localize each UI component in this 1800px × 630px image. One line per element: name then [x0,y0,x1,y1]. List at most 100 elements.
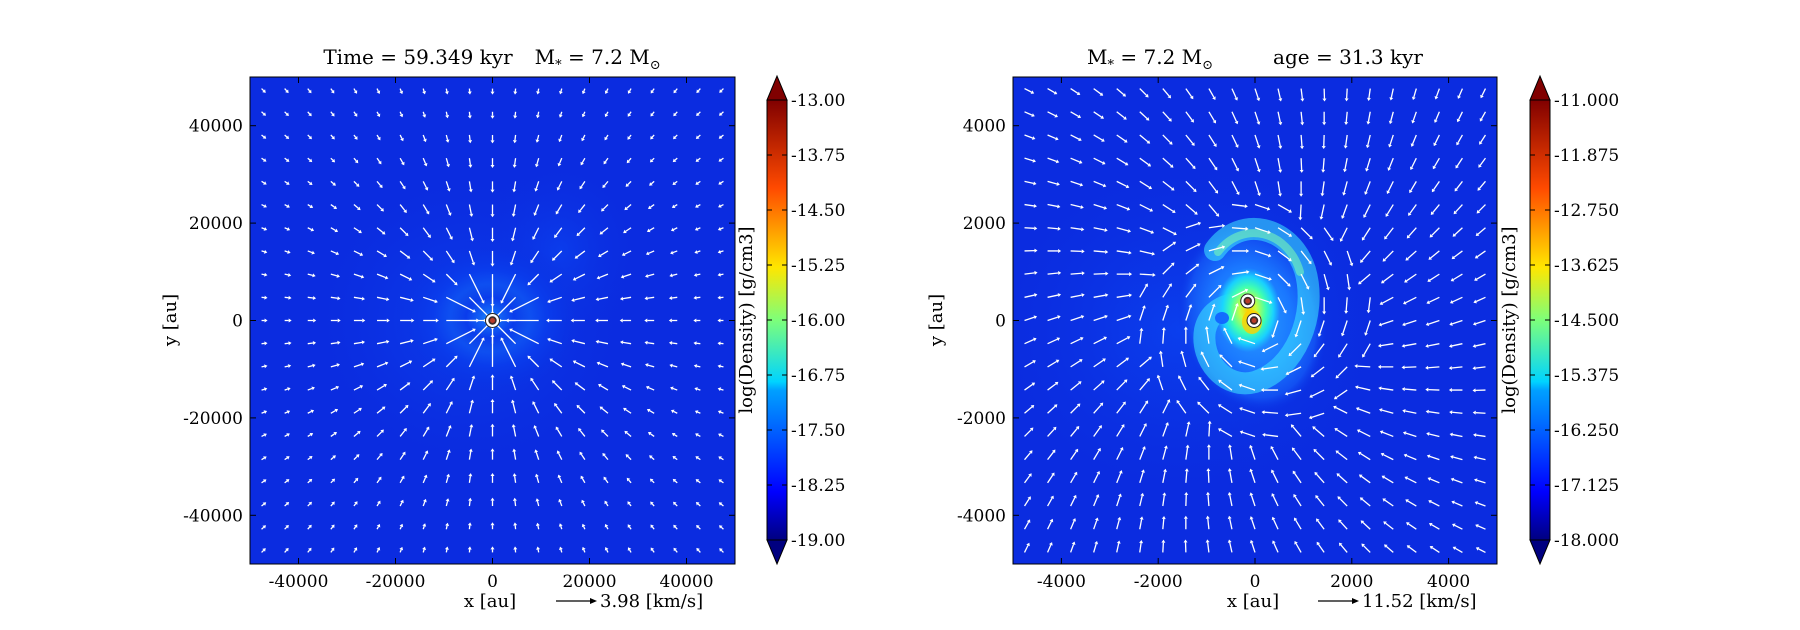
velocity-arrowhead [534,449,539,453]
velocity-arrowhead [1102,358,1106,362]
velocity-arrowhead [1293,517,1298,522]
velocity-arrowhead [1186,421,1191,425]
velocity-arrowhead [1170,187,1175,191]
velocity-arrowhead [1473,455,1477,460]
y-tick-label: 0 [232,312,243,332]
velocity-arrowhead [1148,185,1153,190]
velocity-arrow [376,273,386,279]
velocity-arrowhead [1405,257,1410,261]
velocity-arrowhead [1308,415,1313,420]
velocity-arrow [627,455,632,461]
velocity-arrow [1185,157,1195,168]
velocity-arrow [330,456,335,461]
velocity-arrow [1475,366,1486,369]
velocity-arrow [1070,157,1080,163]
velocity-arrow [1300,134,1303,147]
velocity-arrowhead [288,318,292,323]
velocity-arrow [1478,548,1486,553]
velocity-arrow [1093,543,1097,553]
velocity-arrow [1162,401,1170,414]
velocity-arrow [422,157,427,164]
velocity-arrow [1381,319,1394,326]
velocity-arrowhead [1249,444,1253,449]
velocity-arrow [445,549,448,553]
velocity-arrow [445,134,449,141]
velocity-arrow [1359,273,1371,283]
velocity-arrow [1429,455,1440,461]
velocity-arrow [628,88,632,92]
velocity-arrow [445,357,456,368]
velocity-arrowhead [626,159,631,164]
velocity-arrow [445,403,452,414]
velocity-arrowhead [1104,314,1108,319]
velocity-arrowhead [1363,214,1367,218]
velocity-arrowhead [312,295,317,300]
velocity-arrowhead [1313,353,1318,358]
velocity-arrowhead [717,272,721,277]
velocity-arrow [399,383,409,391]
velocity-arrow [602,204,609,210]
velocity-arrowhead [383,253,387,258]
velocity-arrowhead [627,136,631,140]
velocity-arrow [1390,111,1394,122]
velocity-arrowhead [451,377,455,382]
velocity-arrowhead [1290,424,1295,428]
velocity-arrow [376,204,383,210]
velocity-arrowhead [383,383,387,388]
velocity-arrowhead [468,473,473,477]
velocity-arrow [445,204,451,214]
velocity-arrow [1428,366,1440,369]
velocity-arrow [376,526,380,530]
velocity-arrowhead [408,360,413,364]
velocity-arrow [647,364,655,368]
velocity-arrowhead [1335,374,1340,379]
velocity-arrowhead [287,364,292,369]
velocity-arrowhead [696,89,700,94]
velocity-arrowhead [423,162,428,167]
velocity-arrowhead [1071,541,1076,546]
velocity-arrow [399,296,411,301]
velocity-arrowhead [376,547,381,551]
velocity-arrowhead [1234,97,1238,101]
velocity-arrowhead [1183,515,1188,519]
velocity-arrow [1277,227,1290,236]
velocity-arrowhead [695,456,699,460]
velocity-arrow [353,503,357,507]
velocity-arrow [284,134,288,138]
velocity-arrowhead [400,137,404,142]
velocity-arrowhead [379,452,383,457]
velocity-arrow [1480,111,1487,120]
velocity-arrow [1475,434,1486,438]
velocity-arrow [399,453,405,461]
velocity-arrowhead [693,341,697,346]
velocity-arrow [501,339,517,368]
velocity-arrow [1299,204,1302,218]
quiver-key-1: 3.98 [km/s] [556,591,703,612]
velocity-arrow [1024,361,1034,368]
velocity-arrowhead [1361,543,1365,548]
velocity-arrow [1162,180,1173,190]
velocity-arrowhead [379,184,383,189]
velocity-arrowhead [1456,141,1460,146]
velocity-arrow [1220,381,1233,391]
velocity-arrowhead [536,546,541,550]
velocity-arrow [1409,204,1417,214]
velocity-arrowhead [556,450,561,455]
velocity-arrow [672,250,678,254]
velocity-arrowhead [1256,121,1261,125]
velocity-arrow [1070,520,1075,530]
velocity-arrow [583,549,586,553]
velocity-arrowhead [558,498,563,503]
velocity-arrowhead [262,89,266,93]
velocity-arrow [261,411,265,414]
velocity-arrow [650,204,655,208]
velocity-arrowhead [1096,470,1101,475]
velocity-arrow [1342,204,1348,217]
velocity-arrowhead [359,385,364,389]
velocity-arrowhead [527,355,531,360]
velocity-arrow [628,549,632,553]
velocity-arrow [1316,497,1325,507]
velocity-arrow [284,273,289,276]
velocity-arrow [330,111,334,115]
colorbar-tick-label: -13.00 [791,91,845,111]
